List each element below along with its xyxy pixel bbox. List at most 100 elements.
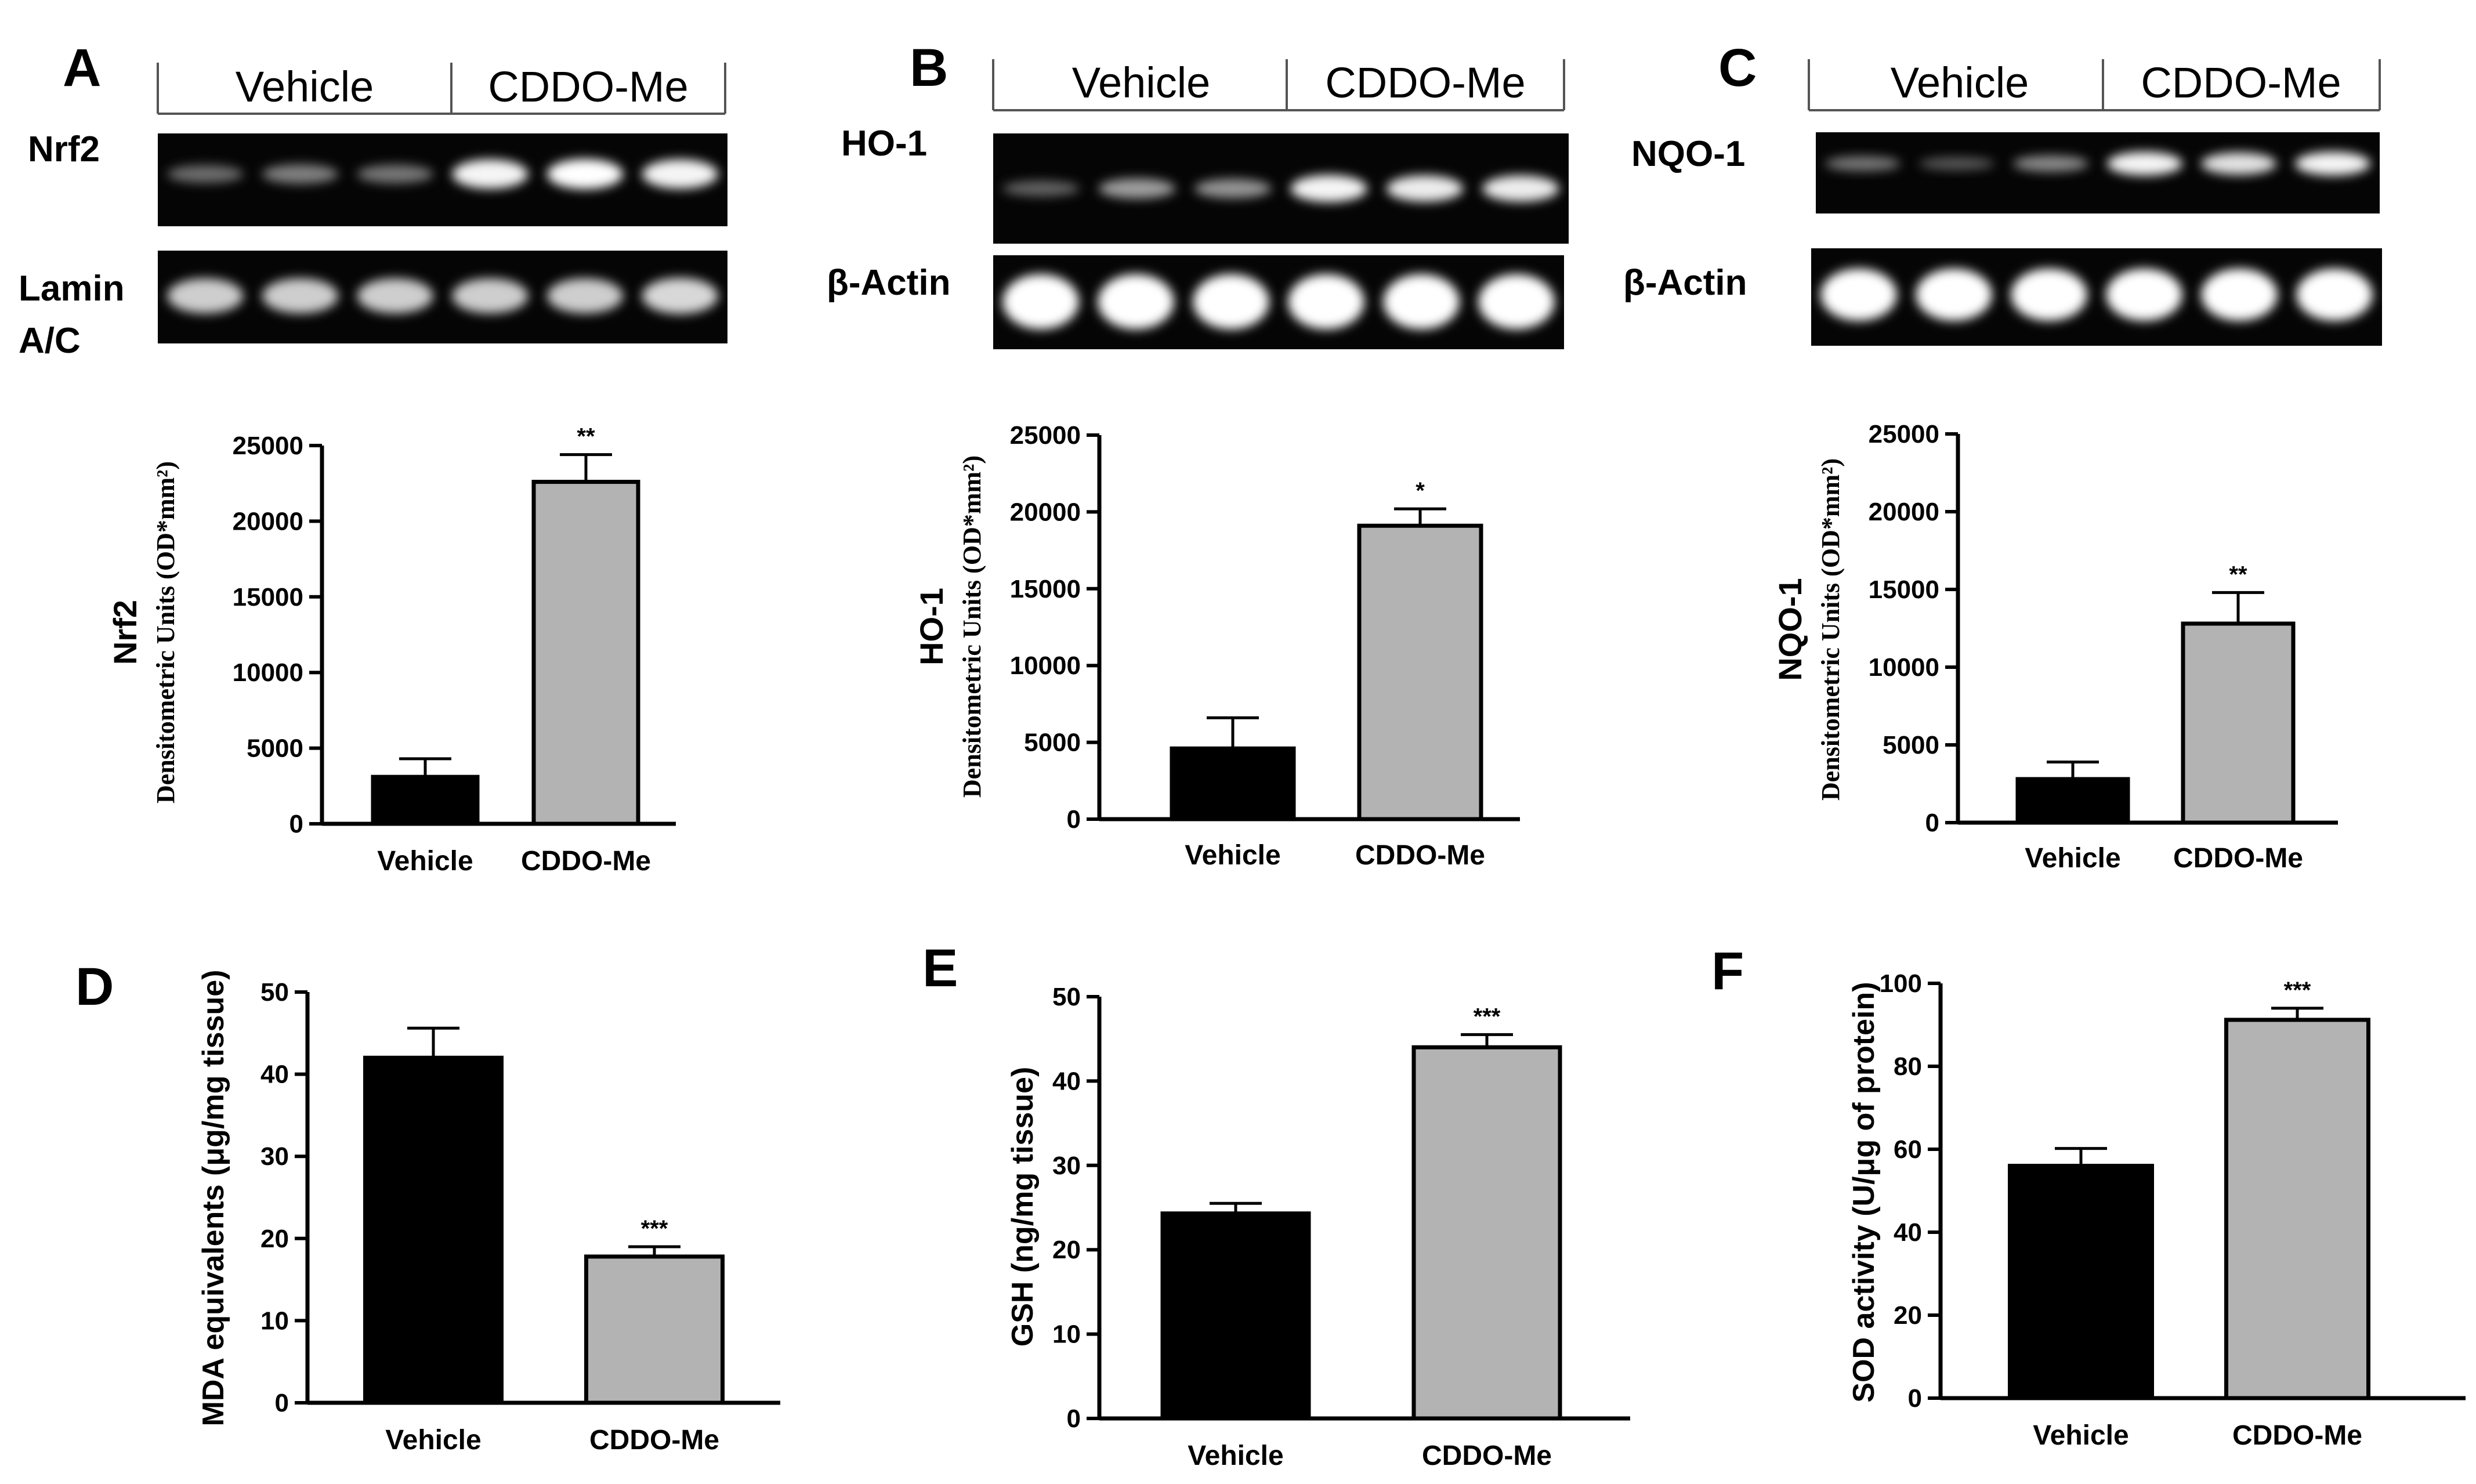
blot-band-loading bbox=[1002, 274, 1079, 330]
bar-chart-b-ho1: 0 5000 10000 15000 20000 25000 Vehicle CDDO-Me *… bbox=[913, 421, 1520, 871]
y-tick-label: 15000 bbox=[1010, 575, 1081, 603]
y-tick-label: 40 bbox=[1052, 1067, 1081, 1095]
blot-band-loading bbox=[642, 277, 718, 314]
significance-marker: *** bbox=[1474, 1004, 1501, 1029]
y-axis-label-units: Densitometric Units (OD*mm²) bbox=[151, 461, 180, 803]
y-tick-label: 10 bbox=[260, 1306, 289, 1335]
blot-band-target bbox=[2107, 151, 2182, 176]
blot-loading-label-line2: A/C bbox=[19, 321, 81, 361]
blot-strip-loading bbox=[1811, 248, 2382, 346]
blot-strip-loading bbox=[993, 255, 1564, 349]
y-tick-label: 20000 bbox=[1010, 498, 1081, 526]
y-tick-label: 30 bbox=[1052, 1152, 1081, 1180]
y-axis-label: MDA equivalents (μg/mg tissue) bbox=[197, 970, 230, 1427]
bar-chart-d-mda: 0 10 20 30 40 50 Vehicle CDDO-Me *** MDA equivale… bbox=[197, 970, 780, 1456]
x-category-label: CDDO-Me bbox=[2232, 1420, 2362, 1451]
x-category-label: CDDO-Me bbox=[1422, 1440, 1552, 1471]
blot-band-target bbox=[452, 159, 528, 189]
x-category-label: CDDO-Me bbox=[1355, 840, 1485, 871]
bar-cddo-me bbox=[2181, 621, 2296, 825]
y-tick-label: 5000 bbox=[1883, 731, 1939, 759]
blot-band-target bbox=[1919, 157, 1994, 171]
blot-band-loading bbox=[1820, 269, 1897, 321]
blot-target-label: Nrf2 bbox=[28, 129, 100, 169]
blot-loading-label: β-Actin bbox=[827, 263, 951, 303]
blot-band-target bbox=[1482, 175, 1559, 202]
y-tick-label: 50 bbox=[260, 978, 289, 1007]
y-tick-label: 5000 bbox=[247, 734, 303, 763]
blot-group-label-cddo-me: CDDO-Me bbox=[2141, 59, 2341, 107]
y-tick-label: 0 bbox=[1925, 809, 1939, 837]
significance-marker: * bbox=[1416, 478, 1425, 504]
x-category-label: Vehicle bbox=[2033, 1420, 2129, 1451]
blot-group-label-cddo-me: CDDO-Me bbox=[488, 63, 688, 111]
blot-panel-b: Vehicle CDDO-Me HO-1 β-Actin bbox=[827, 59, 1569, 349]
blot-strip-loading bbox=[158, 251, 727, 343]
y-tick-label: 10000 bbox=[233, 658, 303, 687]
blot-target-label: HO-1 bbox=[841, 124, 927, 164]
blot-band-loading bbox=[1193, 274, 1269, 330]
y-tick-label: 0 bbox=[1908, 1384, 1922, 1413]
y-axis-label: GSH (ng/mg tissue) bbox=[1006, 1067, 1040, 1347]
blot-band-loading bbox=[2106, 269, 2182, 321]
blot-group-label-vehicle: Vehicle bbox=[1891, 59, 2029, 107]
significance-marker: *** bbox=[641, 1216, 668, 1242]
y-axis-label: SOD activity (U/μg of protein) bbox=[1847, 982, 1881, 1402]
y-tick-label: 10 bbox=[1052, 1320, 1081, 1349]
blot-band-loading bbox=[1288, 274, 1364, 330]
y-tick-label: 20000 bbox=[233, 507, 303, 535]
y-tick-label: 40 bbox=[260, 1060, 289, 1089]
y-tick-label: 25000 bbox=[233, 432, 303, 460]
y-tick-label: 15000 bbox=[1869, 575, 1939, 604]
blot-target-label: NQO-1 bbox=[1631, 134, 1745, 174]
blot-band-target bbox=[2295, 151, 2370, 176]
y-axis-label-protein: HO-1 bbox=[913, 588, 950, 665]
y-tick-label: 0 bbox=[1067, 805, 1081, 834]
blot-band-target bbox=[1386, 175, 1464, 202]
x-category-label: Vehicle bbox=[2025, 843, 2120, 874]
panel-letter-b: B bbox=[910, 38, 948, 97]
blot-band-target bbox=[1194, 179, 1272, 198]
bar-vehicle bbox=[363, 1055, 504, 1405]
x-category-label: Vehicle bbox=[377, 846, 473, 877]
y-tick-label: 100 bbox=[1880, 969, 1922, 998]
y-tick-label: 10000 bbox=[1869, 653, 1939, 682]
blot-band-target bbox=[262, 164, 338, 184]
y-tick-label: 40 bbox=[1894, 1218, 1922, 1247]
significance-marker: *** bbox=[2284, 978, 2311, 1003]
y-axis-label-protein: NQO-1 bbox=[1772, 578, 1808, 681]
y-axis-label-units: Densitometric Units (OD*mm²) bbox=[1816, 458, 1845, 801]
blot-strip-target bbox=[993, 133, 1569, 244]
blot-band-target bbox=[2013, 155, 2088, 172]
blot-band-target bbox=[547, 159, 623, 189]
blot-band-target bbox=[357, 165, 433, 183]
blot-band-loading bbox=[1098, 274, 1174, 330]
blot-band-target bbox=[642, 159, 718, 189]
y-tick-label: 5000 bbox=[1024, 729, 1081, 757]
blot-panel-c: Vehicle CDDO-Me NQO-1 β-Actin bbox=[1623, 59, 2382, 346]
bar-cddo-me bbox=[1411, 1045, 1562, 1421]
panel-letter-f: F bbox=[1711, 942, 1744, 1001]
y-tick-label: 20 bbox=[1052, 1236, 1081, 1264]
blot-group-label-vehicle: Vehicle bbox=[1072, 59, 1211, 107]
x-category-label: Vehicle bbox=[385, 1425, 481, 1456]
significance-marker: ** bbox=[577, 424, 595, 450]
bar-chart-c-nqo1: 0 5000 10000 15000 20000 25000 Vehicle CDDO-Me *… bbox=[1772, 420, 2338, 874]
x-category-label: Vehicle bbox=[1185, 840, 1280, 871]
blot-band-loading bbox=[547, 278, 623, 314]
bar-chart-f-sod: 0 20 40 60 80 100 Vehicle CDDO-Me *** SOD activit… bbox=[1847, 969, 2466, 1451]
blot-band-target bbox=[2201, 152, 2276, 175]
y-tick-label: 60 bbox=[1894, 1135, 1922, 1164]
y-tick-label: 25000 bbox=[1010, 421, 1081, 450]
panel-letter-c: C bbox=[1718, 38, 1757, 97]
x-category-label: CDDO-Me bbox=[2173, 843, 2303, 874]
y-tick-label: 20000 bbox=[1869, 498, 1939, 526]
significance-marker: ** bbox=[2229, 562, 2247, 587]
blot-band-target bbox=[1098, 178, 1176, 199]
y-tick-label: 30 bbox=[260, 1142, 289, 1171]
blot-band-target bbox=[1290, 175, 1367, 202]
blot-loading-label-line1: Lamin bbox=[19, 269, 125, 309]
bar-vehicle bbox=[2015, 777, 2130, 825]
blot-strip-target bbox=[1816, 132, 2380, 213]
